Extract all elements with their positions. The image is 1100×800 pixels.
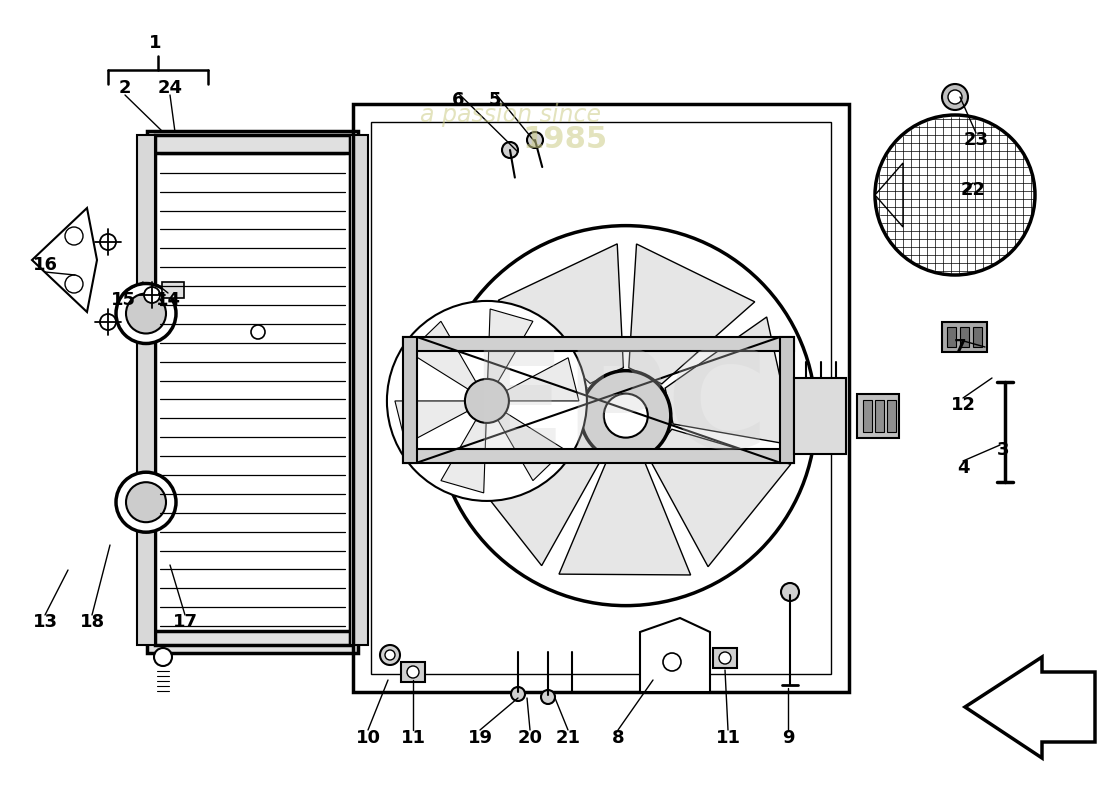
Circle shape (512, 687, 525, 701)
Circle shape (436, 226, 816, 606)
Polygon shape (460, 429, 603, 566)
Circle shape (581, 370, 671, 461)
Circle shape (144, 287, 159, 303)
Circle shape (465, 379, 509, 423)
Polygon shape (649, 430, 791, 566)
Polygon shape (666, 317, 795, 446)
Circle shape (407, 666, 419, 678)
Polygon shape (441, 420, 486, 493)
Text: 3: 3 (997, 441, 1010, 459)
Bar (403, 337, 417, 462)
Text: 13: 13 (33, 613, 57, 631)
Text: 21: 21 (556, 729, 581, 747)
Circle shape (387, 301, 587, 501)
Text: 6: 6 (452, 91, 464, 109)
Bar (960, 327, 969, 347)
Circle shape (719, 652, 732, 664)
Text: 11: 11 (715, 729, 740, 747)
Polygon shape (32, 208, 97, 312)
Text: 1: 1 (148, 34, 162, 52)
Bar (794, 378, 846, 454)
Bar (947, 327, 956, 347)
Text: 1985: 1985 (522, 126, 607, 154)
Bar (162, 282, 184, 298)
Circle shape (541, 690, 556, 704)
Polygon shape (409, 322, 476, 390)
Circle shape (251, 325, 265, 339)
Circle shape (379, 645, 400, 665)
Polygon shape (559, 460, 691, 575)
Text: 20: 20 (517, 729, 542, 747)
Bar (857, 394, 899, 438)
Text: 24: 24 (157, 79, 183, 97)
Polygon shape (965, 657, 1094, 758)
Polygon shape (640, 618, 710, 692)
Text: 11: 11 (400, 729, 426, 747)
Bar (403, 337, 794, 351)
Bar (887, 400, 896, 432)
Circle shape (385, 650, 395, 660)
Text: 5: 5 (488, 91, 502, 109)
Bar (155, 135, 350, 645)
Polygon shape (498, 413, 565, 481)
Text: 23: 23 (964, 131, 989, 149)
Circle shape (100, 314, 116, 330)
Text: 12: 12 (950, 396, 976, 414)
Circle shape (65, 227, 82, 245)
Polygon shape (629, 244, 755, 384)
Circle shape (100, 234, 116, 250)
Bar (353, 104, 849, 692)
Text: 15: 15 (110, 291, 135, 309)
Circle shape (948, 90, 962, 104)
Text: 4: 4 (957, 459, 969, 477)
Bar (974, 327, 982, 347)
Text: 9: 9 (782, 729, 794, 747)
Circle shape (502, 142, 518, 158)
Circle shape (116, 283, 176, 343)
Text: 2: 2 (119, 79, 131, 97)
Text: 16: 16 (33, 256, 57, 274)
Circle shape (65, 275, 82, 293)
Circle shape (663, 653, 681, 671)
Bar (402, 662, 425, 682)
Text: 19: 19 (468, 729, 493, 747)
Bar (864, 400, 872, 432)
Text: 14: 14 (155, 291, 180, 309)
Polygon shape (487, 309, 532, 382)
Bar (138, 135, 155, 645)
Text: 8: 8 (612, 729, 625, 747)
Text: EPC: EPC (471, 342, 769, 478)
Text: 22: 22 (960, 181, 986, 199)
Text: 7: 7 (954, 338, 966, 356)
Bar (713, 648, 737, 668)
Circle shape (874, 115, 1035, 275)
Circle shape (126, 294, 166, 334)
Circle shape (126, 482, 166, 522)
Polygon shape (506, 358, 579, 401)
Text: 18: 18 (79, 613, 104, 631)
Polygon shape (395, 401, 468, 444)
Text: 10: 10 (355, 729, 381, 747)
Circle shape (154, 648, 172, 666)
Text: a passion since: a passion since (419, 103, 601, 127)
Polygon shape (874, 163, 903, 227)
Circle shape (942, 84, 968, 110)
Text: 17: 17 (173, 613, 198, 631)
Polygon shape (456, 315, 586, 443)
Circle shape (116, 472, 176, 532)
Bar (942, 322, 987, 352)
Bar (147, 631, 358, 653)
Bar (350, 135, 368, 645)
Bar (780, 337, 794, 462)
Bar (371, 122, 830, 674)
Bar (403, 449, 794, 462)
Circle shape (604, 394, 648, 438)
Bar (147, 131, 358, 153)
Circle shape (527, 132, 543, 148)
Polygon shape (498, 244, 624, 383)
Bar (874, 400, 884, 432)
Circle shape (781, 583, 799, 601)
